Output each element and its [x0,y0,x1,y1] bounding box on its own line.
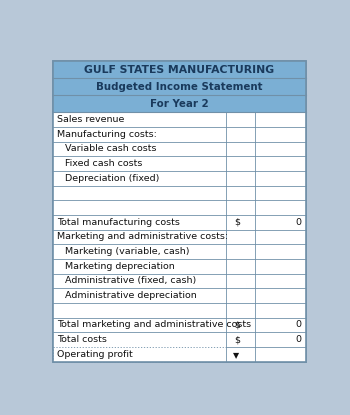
Text: For Year 2: For Year 2 [150,99,209,109]
Text: Fixed cash costs: Fixed cash costs [65,159,142,168]
Text: Marketing and administrative costs:: Marketing and administrative costs: [57,232,228,242]
Bar [53,156,306,171]
Bar [53,259,306,273]
Bar [53,78,306,95]
Bar [53,244,306,259]
Text: Depreciation (fixed): Depreciation (fixed) [65,174,159,183]
Bar [53,215,306,229]
Text: ▾: ▾ [233,348,239,361]
Text: 0: 0 [295,218,301,227]
Bar [53,317,306,332]
Bar [53,61,306,78]
Bar [53,171,306,186]
Text: Sales revenue: Sales revenue [57,115,124,124]
Text: 0: 0 [295,335,301,344]
Bar [53,112,306,127]
Text: $: $ [234,335,240,344]
Bar [53,273,306,288]
Text: Operating profit: Operating profit [57,350,133,359]
Text: Administrative (fixed, cash): Administrative (fixed, cash) [65,276,196,286]
Text: Manufacturing costs:: Manufacturing costs: [57,129,157,139]
Text: Total marketing and administrative costs: Total marketing and administrative costs [57,320,251,330]
Text: $: $ [234,320,240,330]
Bar [53,229,306,244]
Bar [53,288,306,303]
Bar [53,142,306,156]
Text: Budgeted Income Statement: Budgeted Income Statement [96,82,262,92]
Text: Marketing depreciation: Marketing depreciation [65,262,174,271]
Bar [53,347,306,361]
Text: Administrative depreciation: Administrative depreciation [65,291,196,300]
Bar [53,127,306,142]
Text: $: $ [234,218,240,227]
Text: Total manufacturing costs: Total manufacturing costs [57,218,180,227]
Bar [53,200,306,215]
Text: GULF STATES MANUFACTURING: GULF STATES MANUFACTURING [84,65,274,75]
Text: Marketing (variable, cash): Marketing (variable, cash) [65,247,189,256]
Bar [53,95,306,112]
Text: Variable cash costs: Variable cash costs [65,144,156,154]
Text: Total costs: Total costs [57,335,107,344]
Text: 0: 0 [295,320,301,330]
Bar [53,186,306,200]
Bar [53,332,306,347]
Bar [53,303,306,317]
